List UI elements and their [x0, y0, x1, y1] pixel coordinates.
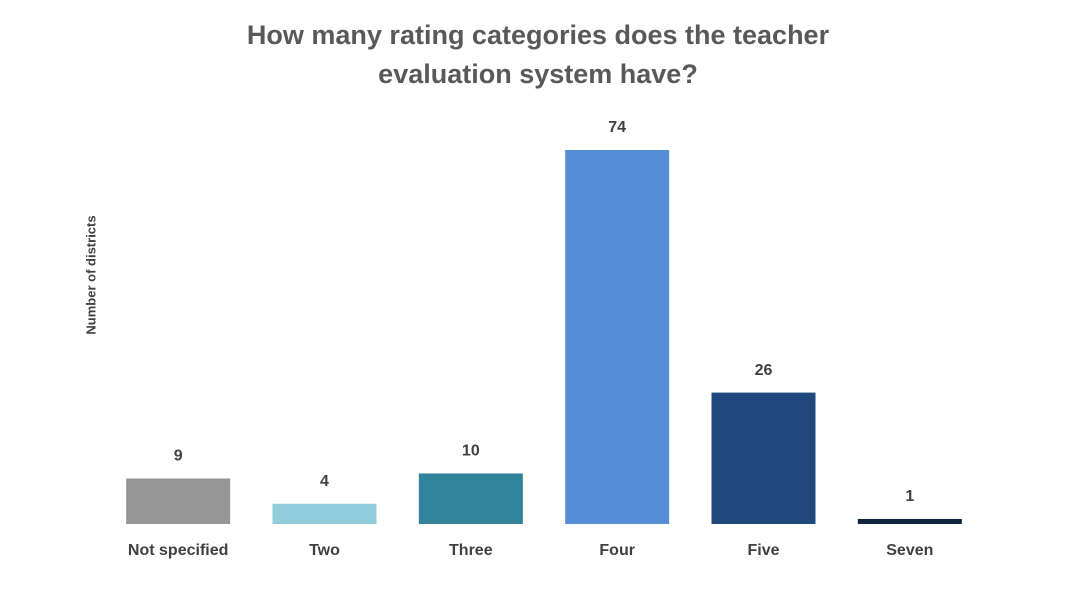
x-tick-label: Two — [309, 542, 340, 559]
x-tick-label: Three — [449, 542, 493, 559]
y-axis-label: Number of districts — [83, 215, 98, 334]
x-tick-label: Not specified — [128, 542, 228, 559]
data-label: 1 — [905, 488, 914, 505]
data-label: 10 — [462, 443, 480, 460]
data-label: 26 — [755, 362, 773, 379]
x-tick-label: Seven — [886, 542, 933, 559]
bar — [857, 518, 962, 524]
chart-title: How many rating categories does the teac… — [246, 20, 830, 89]
data-label: 9 — [174, 448, 183, 465]
x-tick-label: Four — [599, 542, 635, 559]
x-tick-label: Five — [747, 542, 779, 559]
bar — [711, 392, 816, 524]
bar — [565, 150, 670, 524]
data-label: 4 — [320, 473, 329, 490]
bar — [272, 503, 377, 524]
bar — [418, 473, 523, 524]
bar — [126, 478, 231, 524]
data-label: 74 — [608, 119, 626, 136]
